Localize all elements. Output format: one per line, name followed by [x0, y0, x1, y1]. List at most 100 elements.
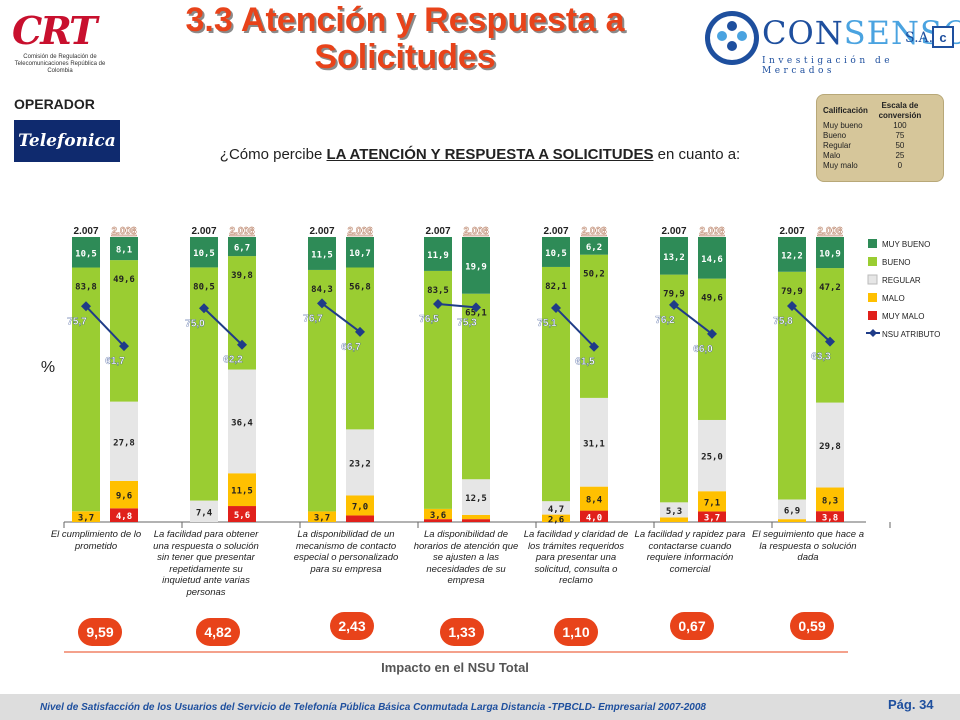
- segment-label: 56,8: [349, 282, 371, 292]
- nsu-point: [317, 298, 327, 309]
- nsu-point: [433, 298, 443, 309]
- segment-label: 6,2: [586, 243, 602, 253]
- category-label: La facilidad para obtener una respuesta …: [153, 529, 259, 598]
- bar-segment-muy-bueno: [72, 237, 100, 268]
- bar-segment-muy-malo: [698, 511, 726, 522]
- telefonica-logo: Telefonica: [14, 120, 120, 162]
- segment-label: 8,1: [116, 246, 132, 256]
- segment-label: 10,9: [819, 250, 841, 260]
- bar-segment-bueno: [190, 267, 218, 501]
- scale-label: Malo: [823, 151, 841, 160]
- bar-segment-malo: [816, 487, 844, 512]
- segment-label: 7,4: [196, 508, 213, 518]
- bar-segment-malo: [346, 495, 374, 516]
- segment-label: 5,6: [234, 511, 250, 521]
- segment-label: 84,3: [311, 285, 333, 295]
- segment-label: 3,7: [78, 514, 94, 524]
- bar-segment-regular: [228, 369, 256, 474]
- impact-value: 1,10: [554, 618, 598, 646]
- year-label: 2.007: [191, 226, 216, 237]
- segment-label: 3,7: [314, 514, 330, 524]
- conversion-scale-table: Calificación Escala de conversión Muy bue…: [823, 101, 932, 171]
- bar-segment-muy-malo: [424, 519, 452, 522]
- bar-segment-regular: [816, 402, 844, 488]
- svg-text:c: c: [939, 30, 946, 45]
- nsu-point: [237, 339, 247, 350]
- page-number: Pág. 34: [888, 697, 934, 712]
- bar-segment-bueno: [698, 278, 726, 420]
- segment-label: 10,5: [75, 249, 97, 259]
- segment-label: 7,0: [352, 502, 368, 512]
- year-label: 2.008: [817, 226, 842, 237]
- bar-segment-malo: [228, 473, 256, 507]
- segment-label: 36,4: [231, 418, 253, 428]
- nsu-line: [85, 305, 125, 347]
- question-post: en cuanto a:: [653, 146, 741, 163]
- scale-value: 0: [897, 161, 903, 170]
- segment-label: 50,2: [583, 270, 605, 280]
- year-label: 2.007: [425, 226, 450, 237]
- scale-label: Muy bueno: [823, 121, 863, 130]
- segment-label: 83,8: [75, 283, 97, 293]
- segment-label: 10,5: [193, 249, 215, 259]
- bar-segment-muy-bueno: [462, 237, 490, 294]
- segment-label: 7,1: [704, 498, 720, 508]
- bar-segment-bueno: [110, 260, 138, 402]
- bar-segment-malo: [110, 480, 138, 509]
- segment-label: 29,8: [819, 442, 841, 452]
- nsu-value-label: 61,7: [105, 356, 125, 367]
- nsu-line: [203, 307, 243, 346]
- segment-label: 82,1: [545, 282, 567, 292]
- year-label: 2.007: [543, 226, 568, 237]
- bar-segment-malo: [660, 517, 688, 522]
- scale-header-conversion: Escala de conversión: [878, 101, 922, 120]
- bar-segment-muy-bueno: [308, 237, 336, 270]
- bar-segment-malo: [778, 519, 806, 522]
- conversion-scale-box: Calificación Escala de conversión Muy bue…: [816, 94, 944, 182]
- nsu-value-label: 75,3: [457, 317, 477, 328]
- category-label: La facilidad y rapidez para contactarse …: [634, 529, 746, 575]
- segment-label: 4,0: [586, 513, 602, 523]
- nsu-line: [555, 307, 595, 348]
- impact-value: 1,33: [440, 618, 484, 646]
- impact-value: 0,59: [790, 612, 834, 640]
- segment-label: 3,6: [430, 511, 446, 521]
- legend-swatch: [868, 239, 877, 248]
- scale-value: 100: [893, 121, 907, 130]
- bar-segment-malo: [580, 486, 608, 511]
- bar-segment-muy-malo: [110, 508, 138, 522]
- segment-label: 79,9: [663, 290, 685, 300]
- category-label: El cumplimiento de lo prometido: [50, 529, 142, 552]
- year-label: 2.008: [111, 226, 136, 237]
- segment-label: 4,8: [116, 512, 132, 522]
- nsu-point: [669, 299, 679, 310]
- nsu-point: [551, 302, 561, 313]
- segment-label: 6,9: [784, 506, 800, 516]
- bar-segment-muy-malo: [816, 511, 844, 522]
- crt-logo-caption: Comisión de Regulación de Telecomunicaci…: [14, 54, 106, 74]
- nsu-value-label: 75,7: [67, 316, 87, 327]
- nsu-value-label: 75,8: [773, 316, 793, 327]
- nsu-point: [81, 301, 91, 312]
- bar-segment-regular: [580, 397, 608, 487]
- bar-segment-muy-malo: [228, 506, 256, 522]
- category-label: El seguimiento que hace a la respuesta o…: [752, 529, 864, 563]
- segment-label: 10,5: [545, 249, 567, 259]
- nsu-value-label: 75,1: [537, 318, 557, 329]
- segment-label: 8,4: [586, 496, 603, 506]
- page-title: 3.3 Atención y Respuesta a Solicitudes: [185, 1, 625, 76]
- bar-segment-bueno: [462, 293, 490, 480]
- year-label: 2.008: [229, 226, 254, 237]
- segment-label: 27,8: [113, 438, 135, 448]
- segment-label: 5,3: [666, 507, 682, 517]
- footer-bar: [0, 694, 960, 720]
- legend-label: MUY MALO: [882, 312, 925, 321]
- nsu-value-label: 66,7: [341, 342, 361, 353]
- nsu-line: [673, 304, 713, 335]
- segment-label: 47,2: [819, 283, 841, 293]
- crt-logo: CRT: [12, 8, 97, 53]
- bar-segment-malo: [72, 511, 100, 522]
- year-label: 2.007: [73, 226, 98, 237]
- segment-label: 8,3: [822, 496, 838, 506]
- nsu-value-label: 63,3: [811, 352, 831, 363]
